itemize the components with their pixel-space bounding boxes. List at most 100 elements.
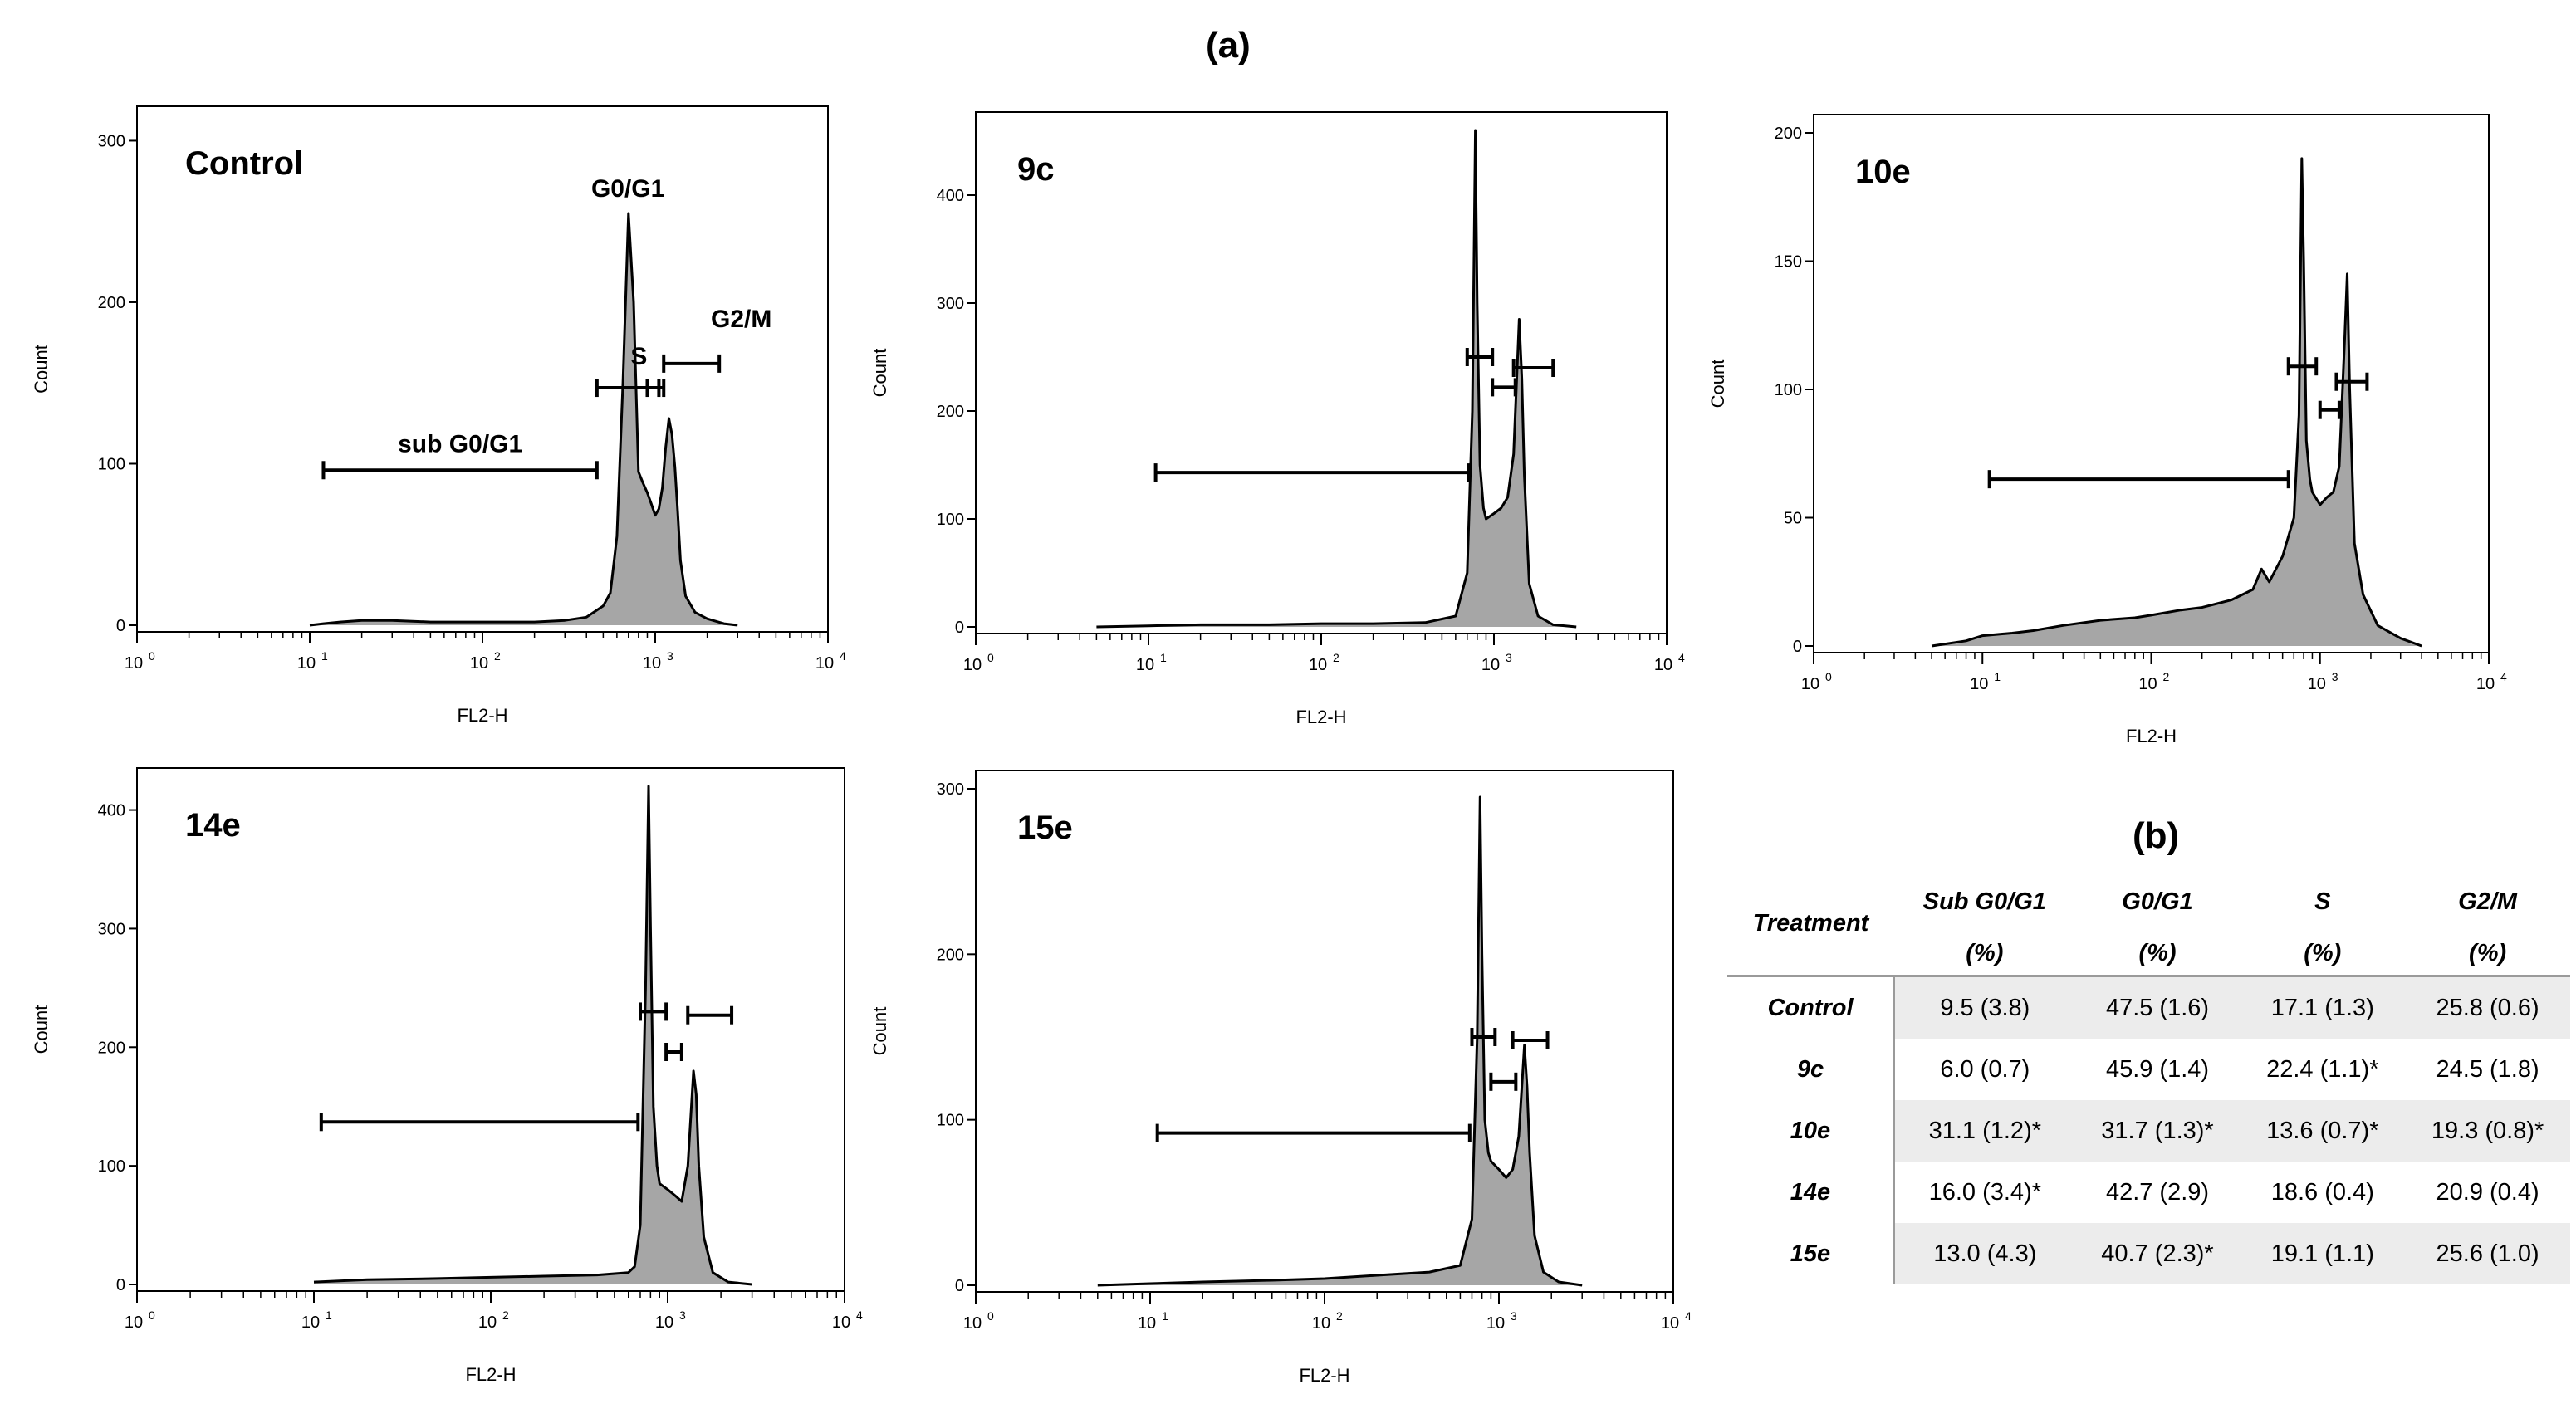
y-tick-label: 200 (98, 1039, 125, 1057)
col-header-s: S (2314, 888, 2331, 915)
row-treatment: 14e (1727, 1162, 1895, 1223)
histogram-area (310, 213, 738, 625)
x-tick-label: 10 (125, 1313, 143, 1332)
histogram-area (1932, 158, 2422, 646)
y-axis-label: Count (1707, 360, 1728, 408)
y-tick-label: 100 (98, 1157, 125, 1176)
x-tick-exponent: 2 (2163, 670, 2170, 683)
x-tick-label: 10 (1481, 656, 1500, 674)
x-tick-exponent: 3 (679, 1309, 686, 1322)
table-row: 9c 6.0 (0.7) 45.9 (1.4) 22.4 (1.1)* 24.5… (1727, 1039, 2570, 1100)
table-cell: 13.0 (4.3) (1894, 1223, 2075, 1284)
x-tick-exponent: 4 (840, 649, 846, 663)
table-row: 10e 31.1 (1.2)* 31.7 (1.3)* 13.6 (0.7)* … (1727, 1100, 2570, 1162)
gate-label: sub G0/G1 (398, 430, 522, 457)
x-tick-label: 10 (1309, 656, 1327, 674)
x-tick-label: 10 (1486, 1314, 1505, 1333)
y-tick-label: 300 (937, 780, 964, 799)
x-tick-exponent: 1 (326, 1309, 332, 1322)
y-tick-label: 200 (98, 294, 125, 312)
x-tick-label: 10 (1661, 1314, 1679, 1333)
x-tick-label: 10 (470, 654, 488, 673)
y-tick-label: 400 (937, 187, 964, 205)
col-header-treatment: Treatment (1752, 909, 1869, 937)
x-axis-label: FL2-H (457, 705, 507, 726)
y-axis-label: Count (31, 1005, 51, 1054)
y-tick-label: 200 (937, 946, 964, 964)
x-tick-exponent: 1 (1994, 670, 2001, 683)
table-cell: 9.5 (3.8) (1894, 976, 2075, 1039)
x-tick-exponent: 4 (1685, 1309, 1692, 1323)
y-axis-label: Count (869, 349, 890, 398)
x-tick-label: 10 (2308, 675, 2326, 693)
table-cell: 22.4 (1.1)* (2266, 1055, 2379, 1083)
table-cell: 42.7 (2.9) (2105, 1178, 2210, 1206)
x-tick-exponent: 3 (1506, 651, 1512, 664)
y-axis-label: Count (31, 345, 51, 394)
x-tick-exponent: 2 (1336, 1309, 1343, 1323)
col-header-g2m: G2/M (2458, 888, 2518, 915)
x-tick-label: 10 (301, 1313, 320, 1332)
plot-frame (136, 767, 845, 1292)
x-tick-label: 10 (815, 654, 834, 673)
histogram-line (1096, 129, 1577, 629)
y-tick-label: 200 (1775, 125, 1802, 143)
table-cell: 6.0 (0.7) (1940, 1055, 2030, 1083)
x-tick-exponent: 0 (1825, 670, 1832, 683)
table-cell: 25.8 (0.6) (2405, 976, 2570, 1039)
table-cell: 31.7 (1.3)* (2074, 1100, 2241, 1162)
unit-subg0g1: (%) (1966, 939, 2004, 966)
gate-label: G2/M (711, 306, 771, 333)
table-cell: 45.9 (1.4) (2105, 1055, 2210, 1083)
row-treatment: 10e (1727, 1100, 1895, 1162)
x-axis-label: FL2-H (465, 1364, 516, 1385)
table-row: 15e 13.0 (4.3) 40.7 (2.3)* 19.1 (1.1) 25… (1727, 1223, 2570, 1284)
table-cell: 19.1 (1.1) (2240, 1223, 2406, 1284)
histogram-line (1931, 157, 2422, 648)
table-cell: 40.7 (2.3)* (2074, 1223, 2241, 1284)
x-tick-exponent: 3 (2332, 670, 2338, 683)
panel-title: Control (185, 145, 303, 182)
y-tick-label: 0 (955, 1277, 964, 1295)
x-tick-label: 10 (655, 1313, 673, 1332)
x-tick-label: 10 (2476, 675, 2495, 693)
x-tick-label: 10 (125, 654, 143, 673)
y-tick-label: 300 (937, 295, 964, 313)
y-tick-label: 300 (98, 920, 125, 938)
y-tick-label: 50 (1784, 510, 1802, 528)
y-tick-label: 0 (116, 617, 125, 635)
unit-g2m: (%) (2469, 939, 2507, 966)
x-tick-exponent: 0 (149, 649, 155, 663)
col-header-g0g1: G0/G1 (2122, 888, 2193, 915)
y-tick-label: 100 (98, 455, 125, 473)
x-tick-exponent: 4 (1678, 651, 1685, 664)
y-tick-label: 100 (937, 1112, 964, 1130)
cell-cycle-table: Treatment Sub G0/G1 G0/G1 S G2/M (%) (%)… (1727, 872, 2570, 1284)
plot-frame (136, 105, 829, 633)
table-cell: 16.0 (3.4)* (1928, 1178, 2042, 1206)
x-tick-exponent: 0 (987, 1309, 994, 1323)
x-tick-label: 10 (832, 1313, 850, 1332)
x-tick-exponent: 0 (987, 651, 994, 664)
plot-frame (975, 111, 1668, 634)
table-cell: 47.5 (1.6) (2074, 976, 2241, 1039)
col-header-subg0g1: Sub G0/G1 (1922, 888, 2046, 915)
plot-frame (975, 770, 1674, 1293)
x-tick-exponent: 2 (494, 649, 501, 663)
x-tick-exponent: 4 (856, 1309, 863, 1322)
panel-title: 14e (185, 807, 241, 844)
unit-g0g1: (%) (2138, 939, 2177, 966)
panel-title: 15e (1017, 810, 1073, 846)
x-tick-exponent: 3 (667, 649, 673, 663)
x-axis-label: FL2-H (2126, 726, 2177, 746)
unit-s: (%) (2304, 939, 2342, 966)
plot-frame (1813, 114, 2490, 653)
table-cell: 19.3 (0.8)* (2405, 1100, 2570, 1162)
y-tick-label: 0 (1793, 638, 1802, 656)
table-cell: 17.1 (1.3) (2240, 976, 2406, 1039)
y-tick-label: 0 (955, 619, 964, 637)
gate-label: S (630, 343, 647, 370)
row-treatment: 15e (1727, 1223, 1895, 1284)
